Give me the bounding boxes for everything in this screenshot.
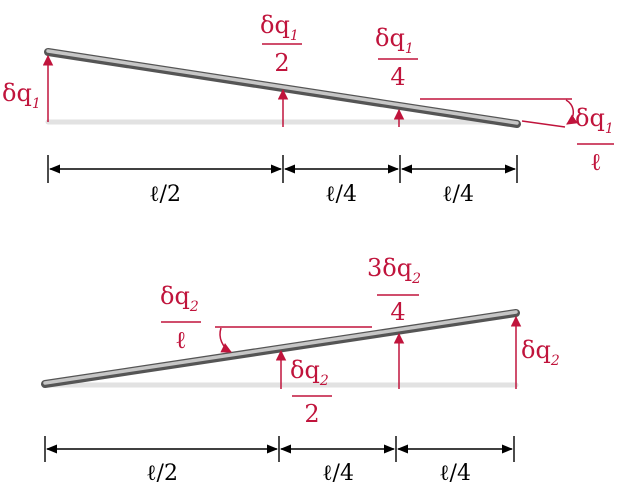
bottom-mid-label-num: δq2 — [290, 356, 329, 389]
bottom-slope-angle-arrow — [219, 327, 232, 353]
top-dim-label-1: ℓ/2 — [149, 182, 181, 207]
top-mid-label-num: δq1 — [260, 11, 299, 44]
top-quarter-label-den: 4 — [390, 63, 405, 91]
top-slope-angle-arrow — [565, 99, 578, 125]
top-slope-label-den: ℓ — [590, 148, 602, 176]
bottom-slope-label-den: ℓ — [175, 326, 187, 354]
top-quarter-label-num: δq1 — [375, 24, 414, 57]
bottom-diagram: δq2 ℓ 3δq2 4 δq2 2 δq2 ℓ/2 ℓ/4 ℓ/4 — [41, 254, 560, 486]
bottom-slope-label-num: δq2 — [160, 282, 199, 315]
top-slope-bar-extension — [521, 120, 566, 128]
top-slope-label-num: δq1 — [575, 104, 614, 137]
bottom-dimensions: ℓ/2 ℓ/4 ℓ/4 — [44, 436, 515, 486]
bottom-three-quarter-label-num: 3δq2 — [367, 254, 421, 287]
top-dim-label-2: ℓ/4 — [325, 182, 357, 207]
top-rotated-bar — [44, 48, 521, 128]
top-mid-label-den: 2 — [274, 49, 289, 77]
top-dimensions: ℓ/2 ℓ/4 ℓ/4 — [47, 155, 518, 207]
top-dim-label-3: ℓ/4 — [442, 182, 474, 207]
bottom-dim-label-2: ℓ/4 — [322, 461, 354, 486]
top-diagram: δq1 δq1 2 δq1 4 δq1 ℓ ℓ/2 ℓ/4 ℓ/4 — [2, 11, 614, 207]
bottom-three-quarter-label-den: 4 — [390, 298, 405, 326]
bottom-mid-label-den: 2 — [304, 400, 319, 428]
top-left-label: δq1 — [2, 79, 41, 112]
bottom-dim-label-3: ℓ/4 — [439, 461, 471, 486]
bottom-right-label: δq2 — [521, 336, 560, 369]
bottom-dim-label-1: ℓ/2 — [146, 461, 178, 486]
bottom-rotated-bar — [41, 309, 520, 388]
